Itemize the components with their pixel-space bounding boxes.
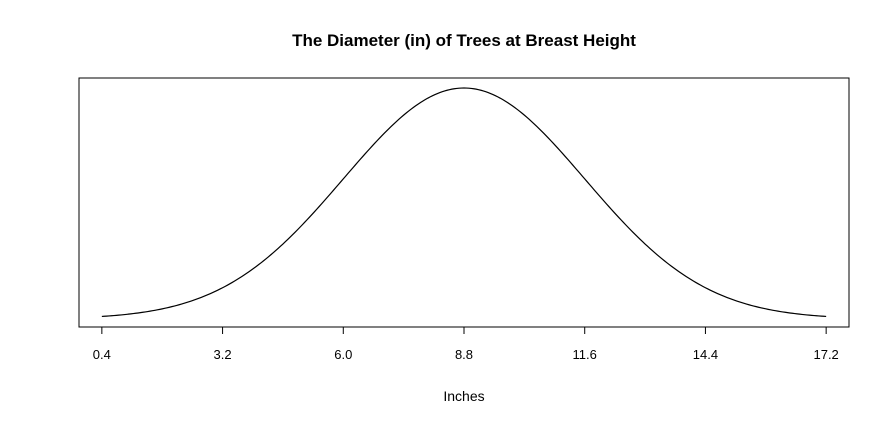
- x-tick-label-5: 14.4: [693, 347, 718, 362]
- chart-title: The Diameter (in) of Trees at Breast Hei…: [292, 31, 636, 50]
- x-tick-label-1: 3.2: [214, 347, 232, 362]
- x-tick-label-6: 17.2: [813, 347, 838, 362]
- x-tick-label-3: 8.8: [455, 347, 473, 362]
- density-curve-0: [101, 87, 827, 318]
- x-axis-label: Inches: [443, 388, 484, 404]
- x-tick-label-4: 11.6: [573, 347, 597, 362]
- x-axis: 0.4 3.2 6.0 8.8 11.6 14.4 17.2: [93, 327, 839, 362]
- curve-layer: [101, 87, 827, 318]
- x-tick-label-0: 0.4: [93, 347, 111, 362]
- plot-frame: [78, 77, 850, 328]
- x-tick-label-2: 6.0: [334, 347, 352, 362]
